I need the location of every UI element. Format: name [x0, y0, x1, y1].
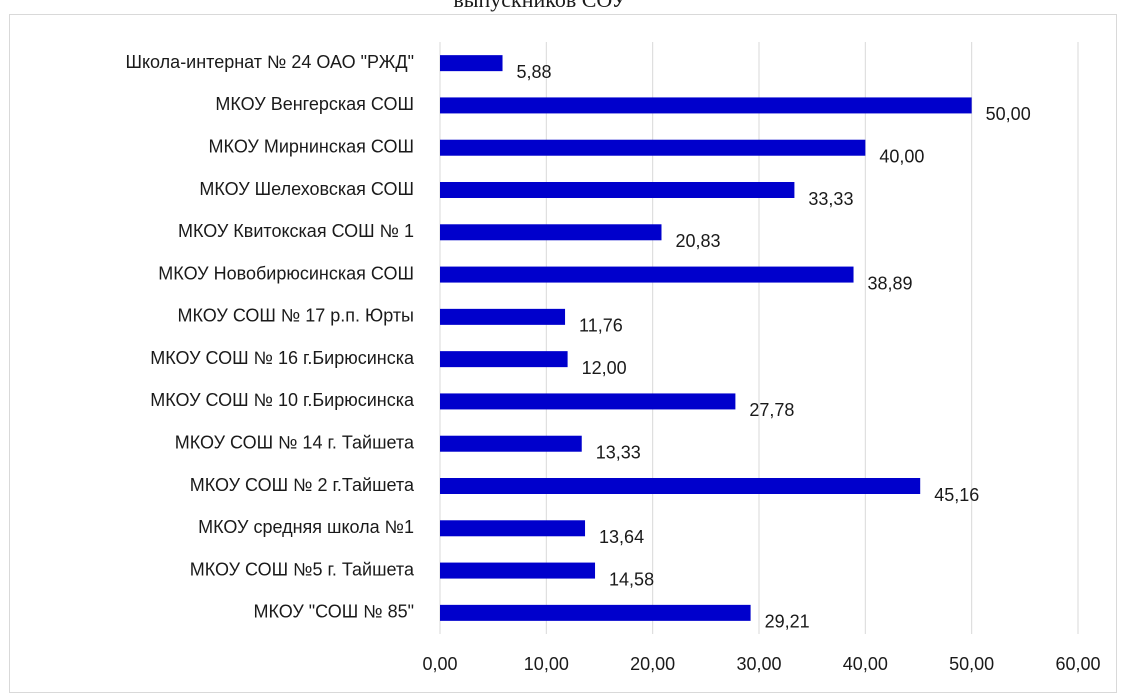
y-tick-label: МКОУ Мирнинская СОШ: [209, 136, 414, 156]
bar: [440, 97, 972, 114]
data-label: 33,33: [808, 189, 853, 209]
data-label: 20,83: [675, 231, 720, 251]
x-tick-label: 30,00: [736, 654, 781, 674]
y-tick-label: МКОУ Новобирюсинская СОШ: [158, 263, 414, 283]
chart-title: выпускников СОУ: [453, 0, 627, 12]
bar: [440, 520, 586, 537]
x-tick-label: 40,00: [843, 654, 888, 674]
data-label: 27,78: [749, 400, 794, 420]
bar: [440, 266, 854, 283]
bar: [440, 604, 751, 621]
x-tick-label: 20,00: [630, 654, 675, 674]
bar: [440, 182, 795, 198]
y-tick-label: МКОУ "СОШ № 85": [253, 602, 414, 622]
y-tick-label: Школа-интернат № 24 ОАО "РЖД": [125, 52, 414, 72]
bar: [440, 224, 662, 241]
data-label: 40,00: [879, 146, 924, 166]
x-tick-label: 60,00: [1055, 654, 1100, 674]
y-tick-label: МКОУ Квитокская СОШ № 1: [178, 221, 414, 241]
data-label: 12,00: [582, 358, 627, 378]
bar: [440, 55, 503, 72]
bar: [440, 478, 921, 494]
data-label: 11,76: [579, 316, 623, 336]
data-label: 45,16: [934, 485, 979, 505]
x-tick-label: 0,00: [422, 654, 457, 674]
data-label: 13,33: [596, 442, 641, 462]
y-tick-label: МКОУ СОШ №5 г. Тайшета: [190, 559, 415, 579]
data-label: 29,21: [765, 612, 810, 632]
data-label: 5,88: [517, 62, 552, 82]
y-tick-label: МКОУ СОШ № 2 г.Тайшета: [190, 475, 415, 495]
x-tick-label: 10,00: [524, 654, 569, 674]
data-label: 38,89: [868, 273, 913, 293]
y-tick-label: МКОУ Венгерская СОШ: [215, 94, 414, 114]
data-label: 13,64: [599, 527, 644, 547]
y-tick-label: МКОУ СОШ № 14 г. Тайшета: [175, 432, 415, 452]
data-label: 14,58: [609, 569, 654, 589]
y-tick-label: МКОУ СОШ № 10 г.Бирюсинска: [150, 390, 415, 410]
data-label: 50,00: [986, 104, 1031, 124]
bar: [440, 139, 866, 156]
x-tick-label: 50,00: [949, 654, 994, 674]
bar: [440, 435, 582, 452]
bar: [440, 562, 596, 579]
y-tick-label: МКОУ Шелеховская СОШ: [199, 179, 414, 199]
bar: [440, 393, 736, 410]
y-tick-label: МКОУ СОШ № 16 г.Бирюсинска: [150, 348, 415, 368]
y-tick-label: МКОУ средняя школа №1: [198, 517, 414, 537]
bar: [440, 308, 566, 325]
y-tick-label: МКОУ СОШ № 17 р.п. Юрты: [178, 306, 415, 326]
bar: [440, 351, 568, 368]
